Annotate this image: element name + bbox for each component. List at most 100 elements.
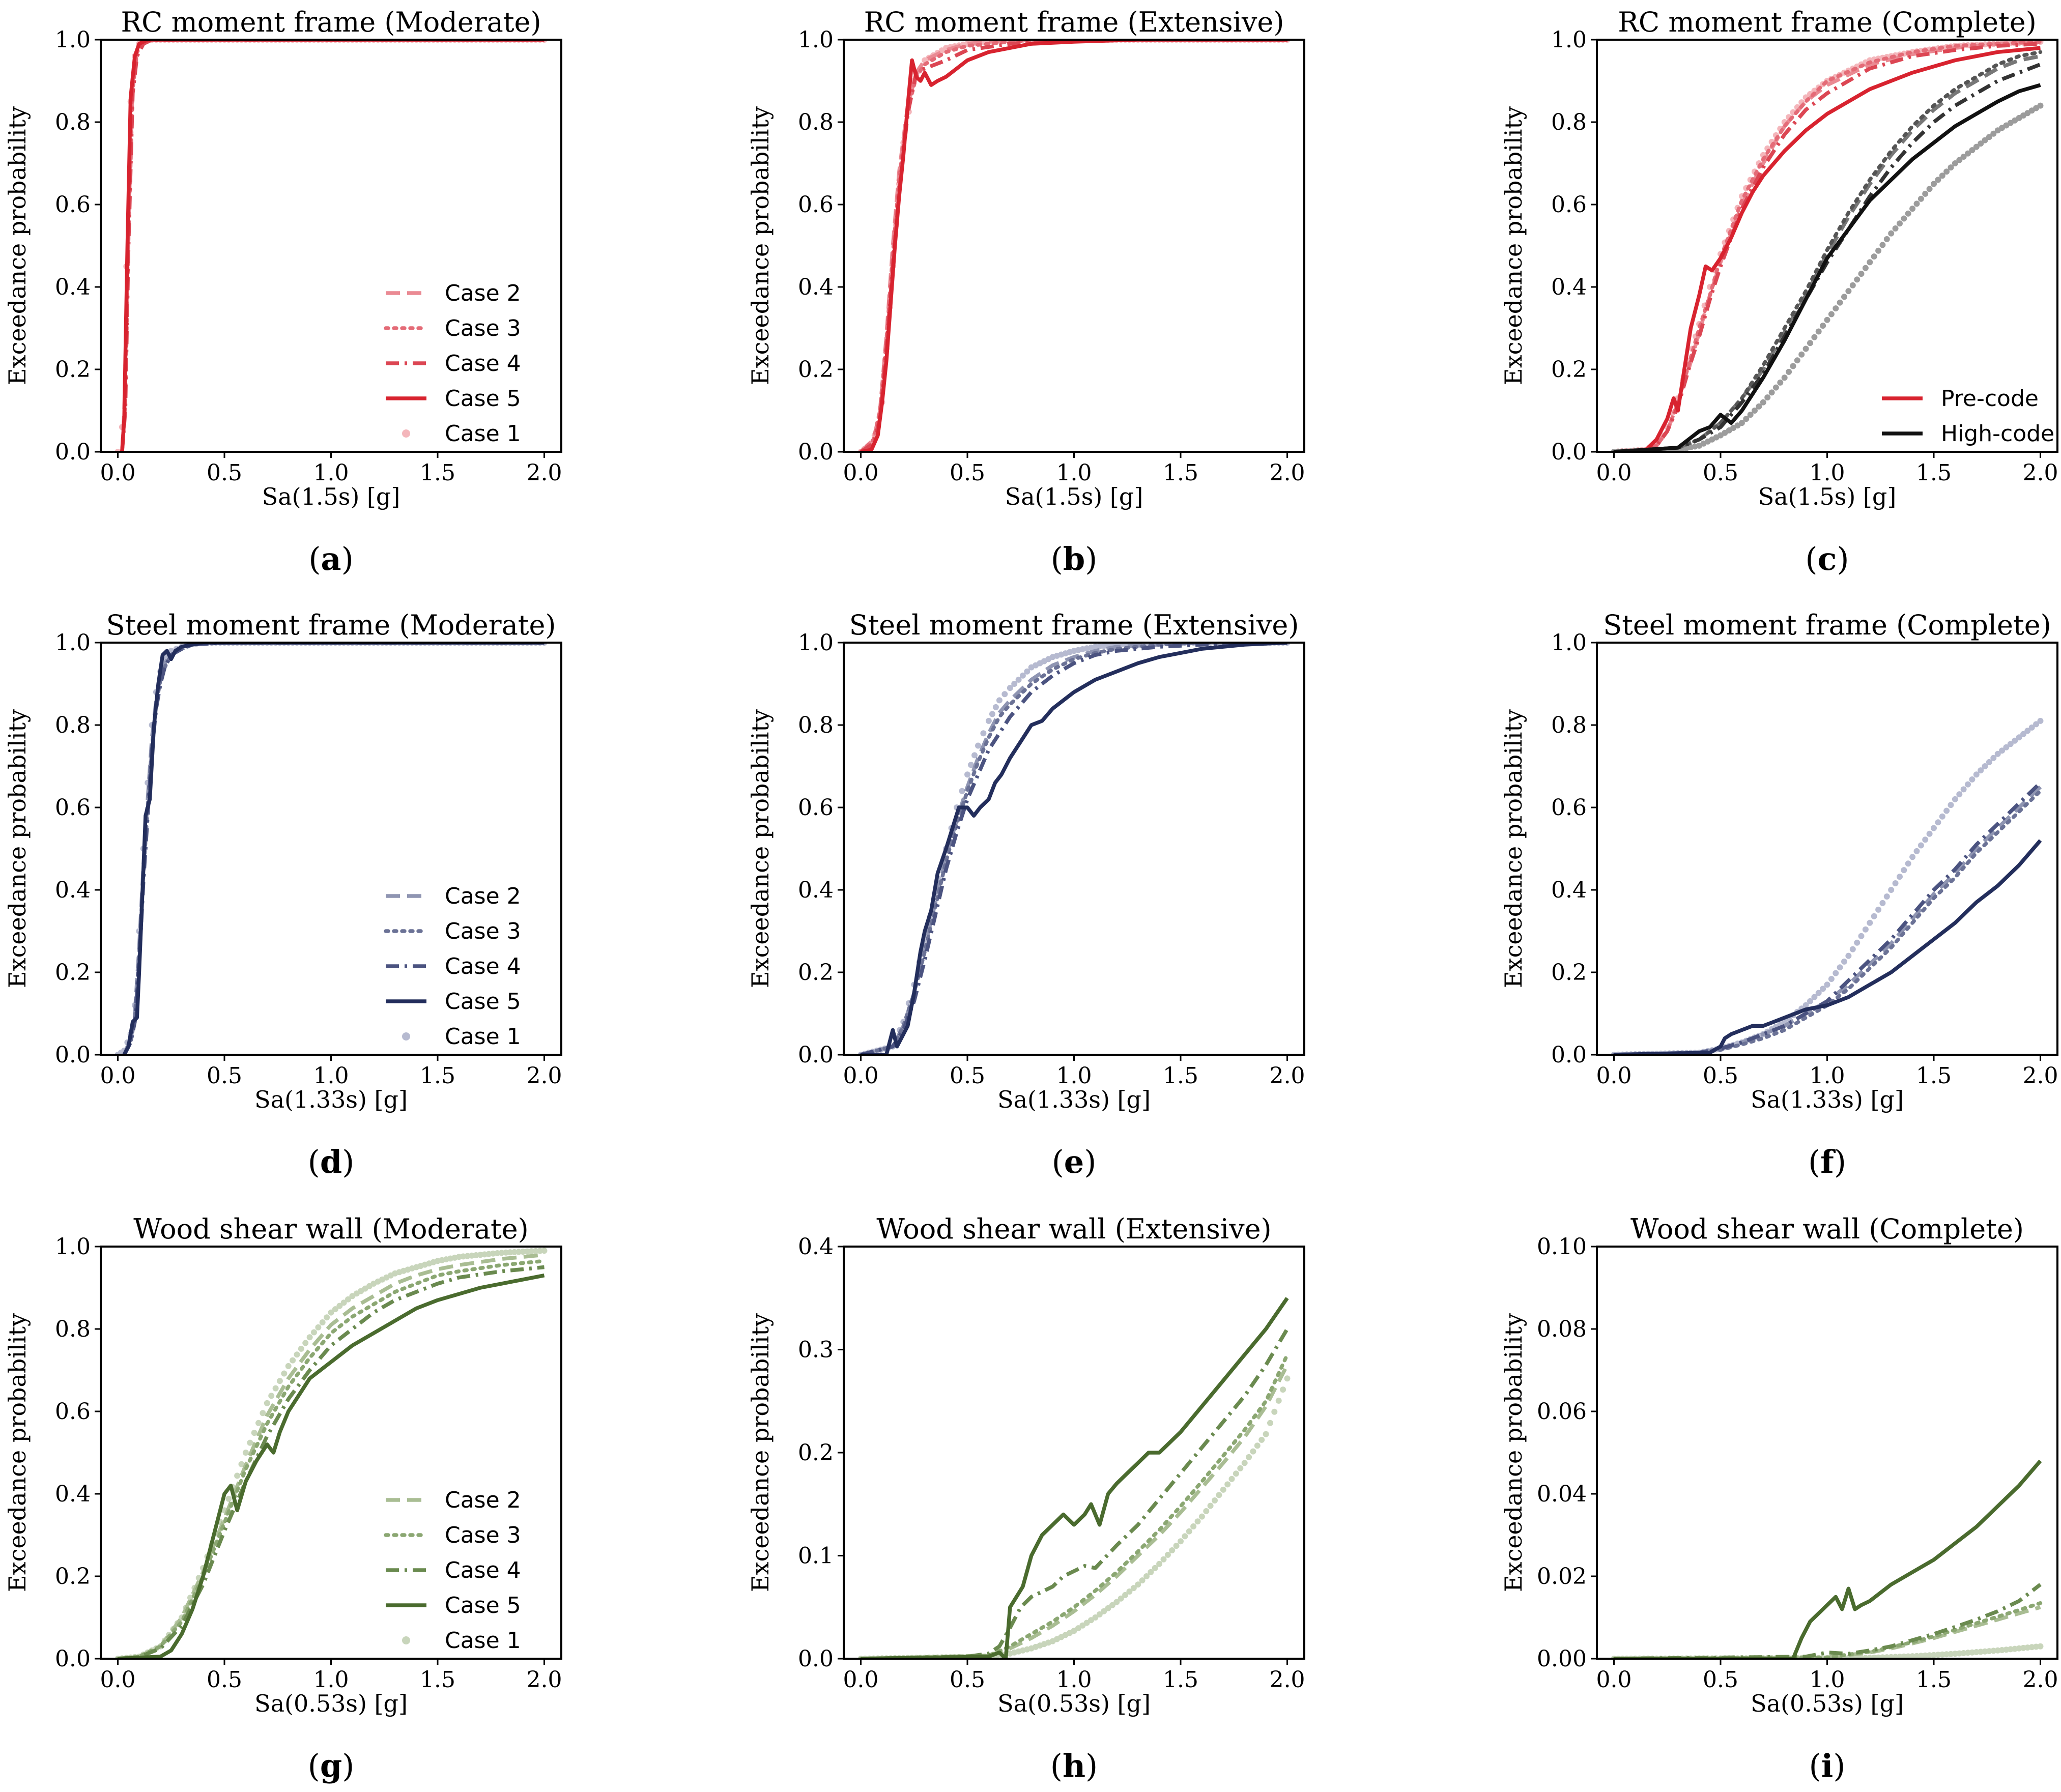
y-tick-label: 1.0 xyxy=(55,630,91,656)
series-line-case-2 xyxy=(1614,1605,2041,1659)
y-tick-label: 0.1 xyxy=(798,1543,834,1569)
data-point xyxy=(340,1299,347,1306)
data-point xyxy=(315,1324,322,1331)
data-point xyxy=(1978,767,1984,774)
data-point xyxy=(1909,206,1916,212)
legend-item: Case 4 xyxy=(386,953,521,979)
series-line-case-3 xyxy=(858,40,1290,452)
panel-title: Steel moment frame (Complete) xyxy=(1603,609,2051,641)
data-point xyxy=(1246,1454,1252,1460)
panel-h: Wood shear wall (Extensive) 0.0 0.5 1.0 1.5 2… xyxy=(747,1213,1305,1784)
panel-title: Wood shear wall (Extensive) xyxy=(876,1213,1271,1245)
series-group xyxy=(1611,1459,2044,1659)
data-point xyxy=(2037,1643,2044,1650)
data-point xyxy=(2016,734,2022,741)
data-point xyxy=(1888,230,1895,237)
data-point xyxy=(242,1450,249,1456)
data-point xyxy=(251,1430,257,1436)
series-case-1 xyxy=(857,40,1291,452)
y-tick-label: 0.6 xyxy=(1551,795,1587,821)
data-point xyxy=(1952,796,1958,802)
series-line-case-2 xyxy=(861,1364,1289,1659)
series-line-case-5 xyxy=(860,40,1287,452)
data-point xyxy=(968,762,974,768)
data-point xyxy=(1203,1508,1210,1514)
data-point xyxy=(959,788,965,794)
y-tick-label: 0.4 xyxy=(1551,877,1587,903)
x-tick-label: 2.0 xyxy=(1269,1063,1305,1089)
data-point xyxy=(1871,913,1877,919)
data-point xyxy=(1922,190,1929,197)
legend-label: Case 2 xyxy=(445,883,521,909)
data-point xyxy=(1926,186,1933,192)
x-axis-label: Sa(1.5s) [g] xyxy=(262,483,400,510)
data-point xyxy=(1024,668,1030,675)
legend: Case 2 Case 3 Case 4 Case 5 Case 1 xyxy=(384,1487,521,1654)
x-tick-label: 0.0 xyxy=(843,460,879,486)
x-tick-label: 2.0 xyxy=(2022,1667,2058,1693)
data-point xyxy=(1845,952,1852,959)
data-point xyxy=(2028,724,2035,731)
legend-label: Case 3 xyxy=(445,918,521,944)
data-point xyxy=(1135,1581,1141,1588)
data-point xyxy=(1858,271,1865,277)
data-point xyxy=(1764,394,1771,401)
data-point xyxy=(1879,900,1886,906)
caption-letter: h xyxy=(1063,1747,1085,1784)
data-point xyxy=(1212,1497,1218,1504)
data-point xyxy=(1768,389,1775,396)
data-point xyxy=(1815,328,1822,335)
panel-title: RC moment frame (Complete) xyxy=(1618,6,2037,38)
panel-caption: (b) xyxy=(1051,540,1098,577)
caption-letter: a xyxy=(321,540,341,577)
data-point xyxy=(1160,1556,1167,1563)
y-tick-label: 0.0 xyxy=(55,1042,91,1068)
data-point xyxy=(1752,408,1758,414)
data-point xyxy=(1973,771,1980,778)
y-tick-label: 0.4 xyxy=(55,1481,91,1507)
data-point xyxy=(1965,781,1971,788)
data-point xyxy=(1922,836,1929,843)
data-point xyxy=(985,717,992,724)
series-line-case-4 xyxy=(860,40,1287,452)
data-point xyxy=(1892,225,1899,232)
y-tick-label: 0.0 xyxy=(55,439,91,465)
legend-item: Case 5 xyxy=(386,989,521,1015)
series-line-case-3 xyxy=(858,643,1290,1055)
series-group xyxy=(857,643,1291,1055)
legend-label: Case 1 xyxy=(445,421,521,447)
legend-item: Case 3 xyxy=(384,918,521,944)
data-point xyxy=(1879,242,1886,248)
data-point xyxy=(276,1378,283,1384)
series-line-pre-code-case-4 xyxy=(1614,42,2041,452)
panel-caption: (c) xyxy=(1805,540,1849,577)
data-point xyxy=(1901,215,1907,222)
y-tick-label: 0.2 xyxy=(1551,357,1587,383)
data-point xyxy=(1241,1460,1248,1466)
data-point xyxy=(345,1296,351,1303)
legend-item: Case 3 xyxy=(384,1522,521,1548)
data-point xyxy=(2033,721,2040,728)
y-tick-label: 0.6 xyxy=(55,1399,91,1425)
caption-letter: e xyxy=(1064,1143,1084,1180)
data-point xyxy=(298,1345,304,1352)
x-tick-label: 0.5 xyxy=(1703,1063,1738,1089)
data-point xyxy=(1841,958,1847,965)
x-tick-label: 2.0 xyxy=(526,1063,562,1089)
data-point xyxy=(1794,357,1800,364)
y-tick-label: 0.6 xyxy=(55,192,91,218)
x-tick-label: 0.5 xyxy=(207,1667,242,1693)
y-axis-label: Exceedance probability xyxy=(1500,1313,1527,1592)
data-point xyxy=(1867,919,1873,926)
data-point xyxy=(1841,294,1847,300)
data-point xyxy=(1871,253,1877,260)
x-tick-label: 1.5 xyxy=(1163,1063,1198,1089)
data-point xyxy=(1935,819,1941,826)
series-line-case-5 xyxy=(1614,1459,2042,1659)
data-point xyxy=(290,1357,296,1364)
data-point xyxy=(1969,776,1976,783)
data-point xyxy=(302,1340,309,1346)
data-point xyxy=(1875,906,1882,913)
y-tick-label: 0.4 xyxy=(798,877,834,903)
x-tick-label: 0.0 xyxy=(100,460,136,486)
